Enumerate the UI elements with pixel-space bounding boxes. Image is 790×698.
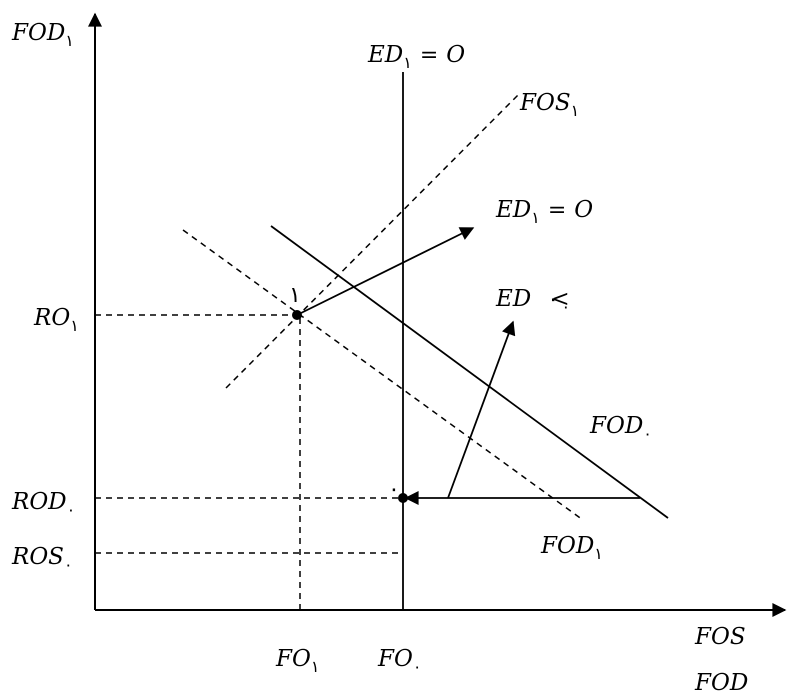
fo0-label: FO٠: [377, 646, 421, 676]
fod1-label: FOD١: [540, 533, 603, 563]
rod0-label: ROD٠: [11, 489, 75, 519]
ed1-top-label: ED١ = O: [367, 42, 465, 72]
equilibrium-point-0: [398, 493, 408, 503]
ros0-label: ROS٠: [11, 544, 73, 574]
fos1-label: FOS١: [519, 90, 579, 120]
ed1-arrow: [296, 227, 475, 316]
ed0-arrow: [447, 320, 516, 499]
x-axis-label-fos: FOS: [694, 624, 746, 650]
fod0-label: FOD٠: [589, 413, 652, 443]
fo1-label: FO١: [275, 646, 319, 676]
point-1-label: ١: [289, 283, 301, 308]
fod0-line: [270, 225, 669, 519]
point-0-label: ٠: [388, 477, 400, 502]
equilibrium-point-1: [292, 310, 302, 320]
fos1-line: [225, 92, 521, 389]
ed1-arrow-label: ED١ = O: [495, 197, 593, 227]
ed0-label: ED ٠>٠: [495, 286, 570, 316]
fod1-line: [182, 229, 584, 521]
x-axis-label-fod: FOD: [694, 670, 748, 696]
ro1-label: RO١: [33, 305, 79, 335]
y-axis-label: FOD١: [11, 20, 74, 50]
